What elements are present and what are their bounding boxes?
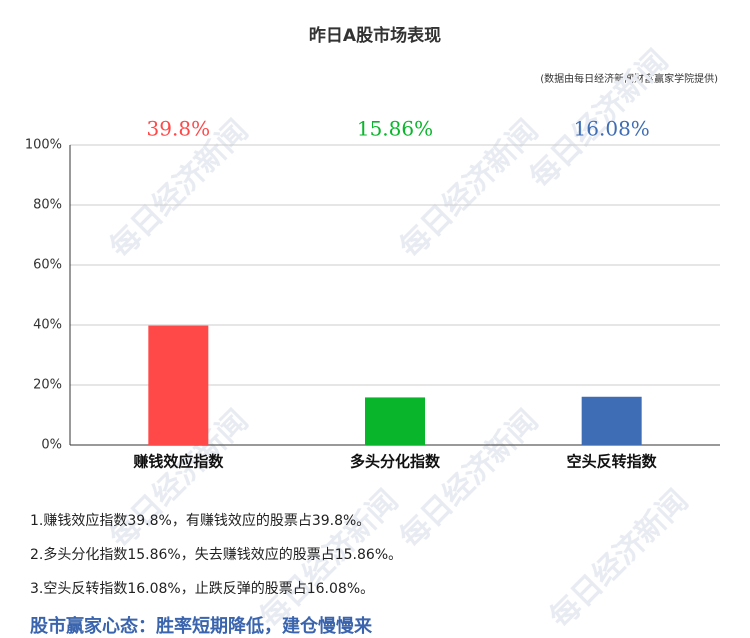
bar bbox=[581, 396, 642, 445]
y-tick-label: 0% bbox=[41, 438, 62, 453]
note: 1.赚钱效应指数39.8%，有赚钱效应的股票占39.8%。 bbox=[30, 512, 370, 529]
note: 3.空头反转指数16.08%，止跌反弹的股票占16.08%。 bbox=[30, 581, 374, 597]
bar bbox=[148, 325, 209, 445]
y-tick-label: 40% bbox=[33, 318, 62, 333]
bar bbox=[365, 397, 425, 445]
x-tick-label: 赚钱效应指数 bbox=[132, 453, 224, 471]
y-tick-label: 80% bbox=[33, 198, 62, 213]
watermark: 每日经济新闻 bbox=[543, 483, 695, 635]
x-tick-label: 多头分化指数 bbox=[350, 453, 441, 471]
value-label: 16.08% bbox=[574, 117, 650, 141]
y-tick-label: 20% bbox=[33, 378, 62, 393]
y-tick-label: 60% bbox=[33, 258, 62, 273]
chart-subtitle: (数据由每日经济新闻财富赢家学院提供) bbox=[540, 72, 718, 85]
x-tick-label: 空头反转指数 bbox=[567, 453, 658, 471]
y-tick-label: 100% bbox=[25, 138, 62, 153]
note: 2.多头分化指数15.86%，失去赚钱效应的股票占15.86%。 bbox=[30, 546, 402, 563]
slogan: 股市赢家心态：胜率短期降低，建仓慢慢来 bbox=[29, 615, 373, 637]
chart-title: 昨日A股市场表现 bbox=[309, 25, 441, 46]
value-label: 39.8% bbox=[147, 117, 211, 141]
value-label: 15.86% bbox=[357, 117, 433, 141]
